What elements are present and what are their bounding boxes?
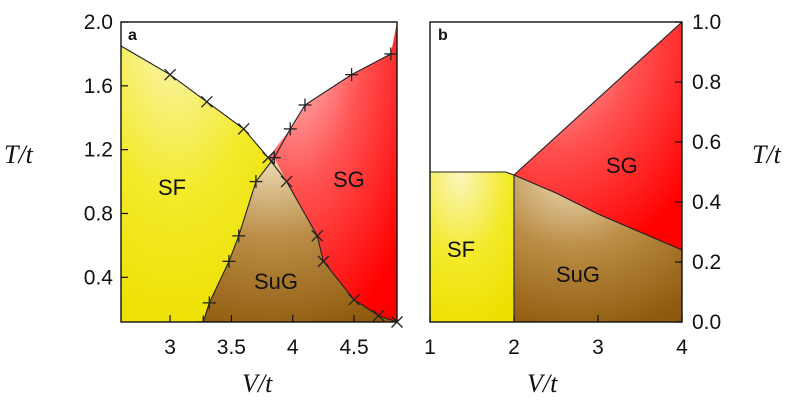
panel-b-y-tick-label: 0.2 [692, 251, 721, 274]
x-marker [311, 229, 324, 242]
panel-a-ticks: 3 3.5 4 4.5 0.4 0.8 1.2 1.6 2.0 [84, 11, 403, 359]
panel-b-boundary-line [513, 174, 682, 251]
panel-b-y-tick-label: 0.4 [692, 191, 722, 214]
plus-marker [384, 47, 397, 61]
panel-a-x-axis-label: V/t [242, 369, 273, 398]
panel-a-y-tick-label: 2.0 [84, 11, 113, 34]
panel-b-x-axis-label: V/t [527, 369, 558, 398]
panel-a-markers [164, 47, 397, 322]
panel-a-y-tick-label: 0.8 [84, 202, 113, 225]
panel-b-letter: b [438, 27, 448, 44]
panel-a: 3 3.5 4 4.50.40.81.21.62.0 a SF SG SuG V/t … [4, 11, 403, 398]
panel-a-y-tick-label: 1.2 [84, 139, 113, 162]
plus-marker [298, 98, 312, 112]
plus-marker [202, 296, 216, 310]
panel-b-sf-region [430, 172, 514, 322]
panel-a-region-label-sf: SF [158, 175, 186, 200]
panel-b: 1 2 3 40.0 0.2 0.4 0.6 0.8 1.0 b SF SG SuG V/t T… [424, 11, 782, 398]
panel-b-y-tick-label: 0.8 [692, 71, 721, 94]
panel-a-letter: a [128, 27, 137, 44]
panel-a-x-tick-label: 3.5 [217, 336, 246, 359]
plus-marker [222, 254, 236, 268]
panel-a-y-tick-label: 1.6 [84, 75, 113, 98]
panel-b-y-axis-label: T/t [752, 140, 782, 169]
x-marker [237, 122, 250, 135]
panel-b-x-tick-label: 3 [592, 336, 604, 359]
panel-a-sf-region [121, 22, 275, 322]
panel-b-y-tick-label: 0.6 [692, 131, 721, 154]
panel-b-region-label-sf: SF [447, 237, 475, 262]
x-marker [372, 309, 385, 322]
panel-b-ticks: 1 2 3 40.0 0.2 0.4 0.6 0.8 1.0 [424, 11, 721, 359]
panel-b-y-tick-label: 1.0 [692, 11, 721, 34]
x-marker [200, 95, 213, 108]
panel-a-x-tick-label: 4 [287, 336, 299, 359]
panel-b-boundary-line [513, 22, 682, 176]
panel-b-frame [429, 21, 683, 323]
x-marker [391, 316, 403, 328]
panel-b-sug-region [514, 175, 682, 322]
x-marker [164, 68, 177, 81]
plus-marker [196, 315, 210, 322]
plus-marker [267, 151, 281, 165]
x-marker [348, 293, 361, 306]
plus-marker [232, 229, 246, 243]
panel-b-y-tick-label: 0.0 [692, 311, 721, 334]
panel-b-boundaries [430, 22, 682, 322]
panel-a-frame [120, 21, 398, 323]
panel-b-x-tick-label: 4 [676, 336, 688, 359]
panel-a-region-label-sug: SuG [254, 269, 298, 294]
x-marker [280, 175, 293, 188]
panel-b-x-tick-label: 1 [424, 336, 436, 359]
panel-a-x-tick-label: 3 [164, 336, 176, 359]
plus-marker [283, 122, 297, 136]
panel-a-boundary-plus [202, 53, 392, 322]
panel-b-region-label-sug: SuG [556, 262, 600, 287]
panel-a-x-tick-label: 4.5 [339, 336, 368, 359]
panel-a-sug-region [203, 157, 397, 322]
panel-a-y-tick-label: 0.4 [84, 266, 114, 289]
panel-b-boundary-line [430, 171, 515, 176]
panel-a-sg-region [268, 22, 397, 322]
panel-a-region-label-sg: SG [333, 167, 365, 192]
panel-b-region-label-sg: SG [606, 153, 638, 178]
plus-marker [249, 175, 263, 189]
x-marker [317, 255, 330, 268]
plus-marker [345, 68, 359, 82]
panel-b-x-tick-label: 2 [508, 336, 520, 359]
panel-a-y-axis-label: T/t [4, 140, 34, 169]
